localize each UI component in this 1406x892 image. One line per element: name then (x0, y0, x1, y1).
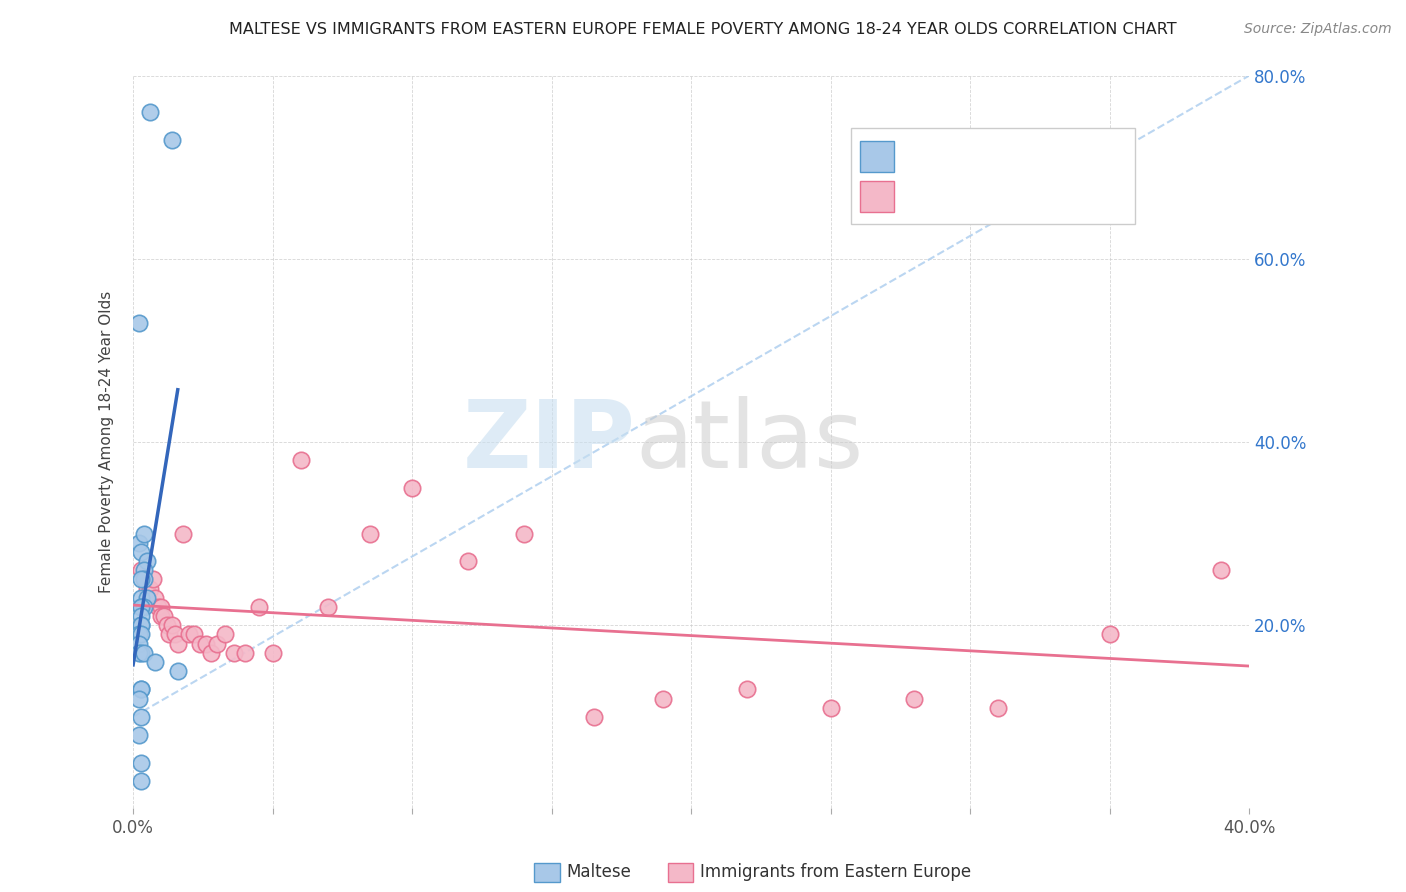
Text: R =: R = (903, 188, 938, 206)
Point (128, 627, 150, 641)
Point (131, 682, 153, 697)
Point (145, 591, 167, 605)
Point (247, 599, 270, 614)
Point (142, 573, 165, 587)
Point (200, 646, 222, 660)
Point (134, 526, 156, 541)
Point (153, 609, 176, 624)
Point (177, 627, 200, 641)
Text: atlas: atlas (636, 396, 863, 488)
Point (820, 700, 842, 714)
Point (1098, 627, 1121, 641)
Point (166, 664, 188, 678)
Point (155, 618, 177, 632)
Point (163, 627, 186, 641)
Point (131, 774, 153, 789)
Text: 0.196: 0.196 (924, 188, 972, 206)
Point (134, 573, 156, 587)
Point (139, 582, 162, 596)
Point (128, 636, 150, 650)
Point (987, 700, 1010, 714)
Point (128, 646, 150, 660)
Text: ZIP: ZIP (463, 396, 636, 488)
Point (131, 591, 153, 605)
Point (401, 481, 423, 495)
Point (134, 646, 156, 660)
Point (735, 682, 758, 697)
Text: 0.370: 0.370 (924, 147, 972, 166)
Point (150, 609, 173, 624)
Point (131, 599, 153, 614)
Point (134, 599, 156, 614)
Point (131, 710, 153, 724)
Point (131, 682, 153, 697)
Point (131, 545, 153, 559)
Point (145, 655, 167, 669)
Point (131, 573, 153, 587)
Point (903, 691, 925, 706)
Point (160, 618, 183, 632)
Point (136, 582, 159, 596)
Point (148, 599, 170, 614)
Text: R =: R = (903, 147, 938, 166)
Point (290, 453, 312, 467)
Text: Source: ZipAtlas.com: Source: ZipAtlas.com (1244, 22, 1392, 37)
Point (128, 535, 150, 549)
Point (222, 646, 245, 660)
Text: Immigrants from Eastern Europe: Immigrants from Eastern Europe (700, 863, 972, 881)
Point (131, 646, 153, 660)
Point (134, 563, 156, 577)
Point (160, 133, 183, 147)
Point (131, 618, 153, 632)
Point (134, 573, 156, 587)
Point (131, 627, 153, 641)
Point (262, 646, 284, 660)
Point (131, 609, 153, 624)
Point (188, 636, 211, 650)
Point (136, 554, 159, 568)
Point (131, 563, 153, 577)
Text: N =: N = (949, 188, 997, 206)
Point (136, 591, 159, 605)
Point (205, 636, 228, 650)
Text: Maltese: Maltese (567, 863, 631, 881)
Text: 33: 33 (977, 147, 998, 166)
Point (1211, 563, 1233, 577)
Point (233, 646, 256, 660)
Point (128, 691, 150, 706)
Point (150, 599, 173, 614)
Text: N =: N = (949, 147, 997, 166)
Point (128, 728, 150, 742)
Y-axis label: Female Poverty Among 18-24 Year Olds: Female Poverty Among 18-24 Year Olds (100, 291, 114, 593)
Point (457, 554, 479, 568)
Point (166, 636, 188, 650)
Point (131, 599, 153, 614)
Point (359, 526, 381, 541)
Point (513, 526, 536, 541)
Point (139, 105, 162, 120)
Point (652, 691, 675, 706)
Point (131, 756, 153, 770)
Point (172, 526, 194, 541)
Text: MALTESE VS IMMIGRANTS FROM EASTERN EUROPE FEMALE POVERTY AMONG 18-24 YEAR OLDS C: MALTESE VS IMMIGRANTS FROM EASTERN EUROP… (229, 22, 1177, 37)
Point (194, 636, 217, 650)
Point (214, 627, 236, 641)
Text: 41: 41 (977, 188, 998, 206)
Point (157, 627, 180, 641)
Point (318, 599, 340, 614)
Point (582, 710, 605, 724)
Point (128, 316, 150, 330)
Point (131, 618, 153, 632)
Point (183, 627, 205, 641)
